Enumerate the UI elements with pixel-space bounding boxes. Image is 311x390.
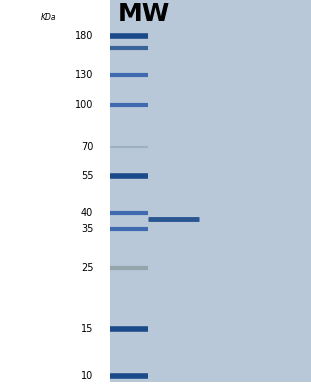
Text: 40: 40: [81, 208, 93, 218]
Text: 70: 70: [81, 142, 93, 152]
Text: 130: 130: [75, 70, 93, 80]
Text: 35: 35: [81, 224, 93, 234]
Bar: [110, 0, 311, 382]
Text: 10: 10: [81, 371, 93, 381]
Text: MW: MW: [118, 2, 170, 26]
Text: KDa: KDa: [40, 13, 56, 22]
Text: 180: 180: [75, 31, 93, 41]
Text: 25: 25: [81, 264, 93, 273]
Text: 15: 15: [81, 323, 93, 333]
Text: 100: 100: [75, 101, 93, 110]
Text: 55: 55: [81, 171, 93, 181]
